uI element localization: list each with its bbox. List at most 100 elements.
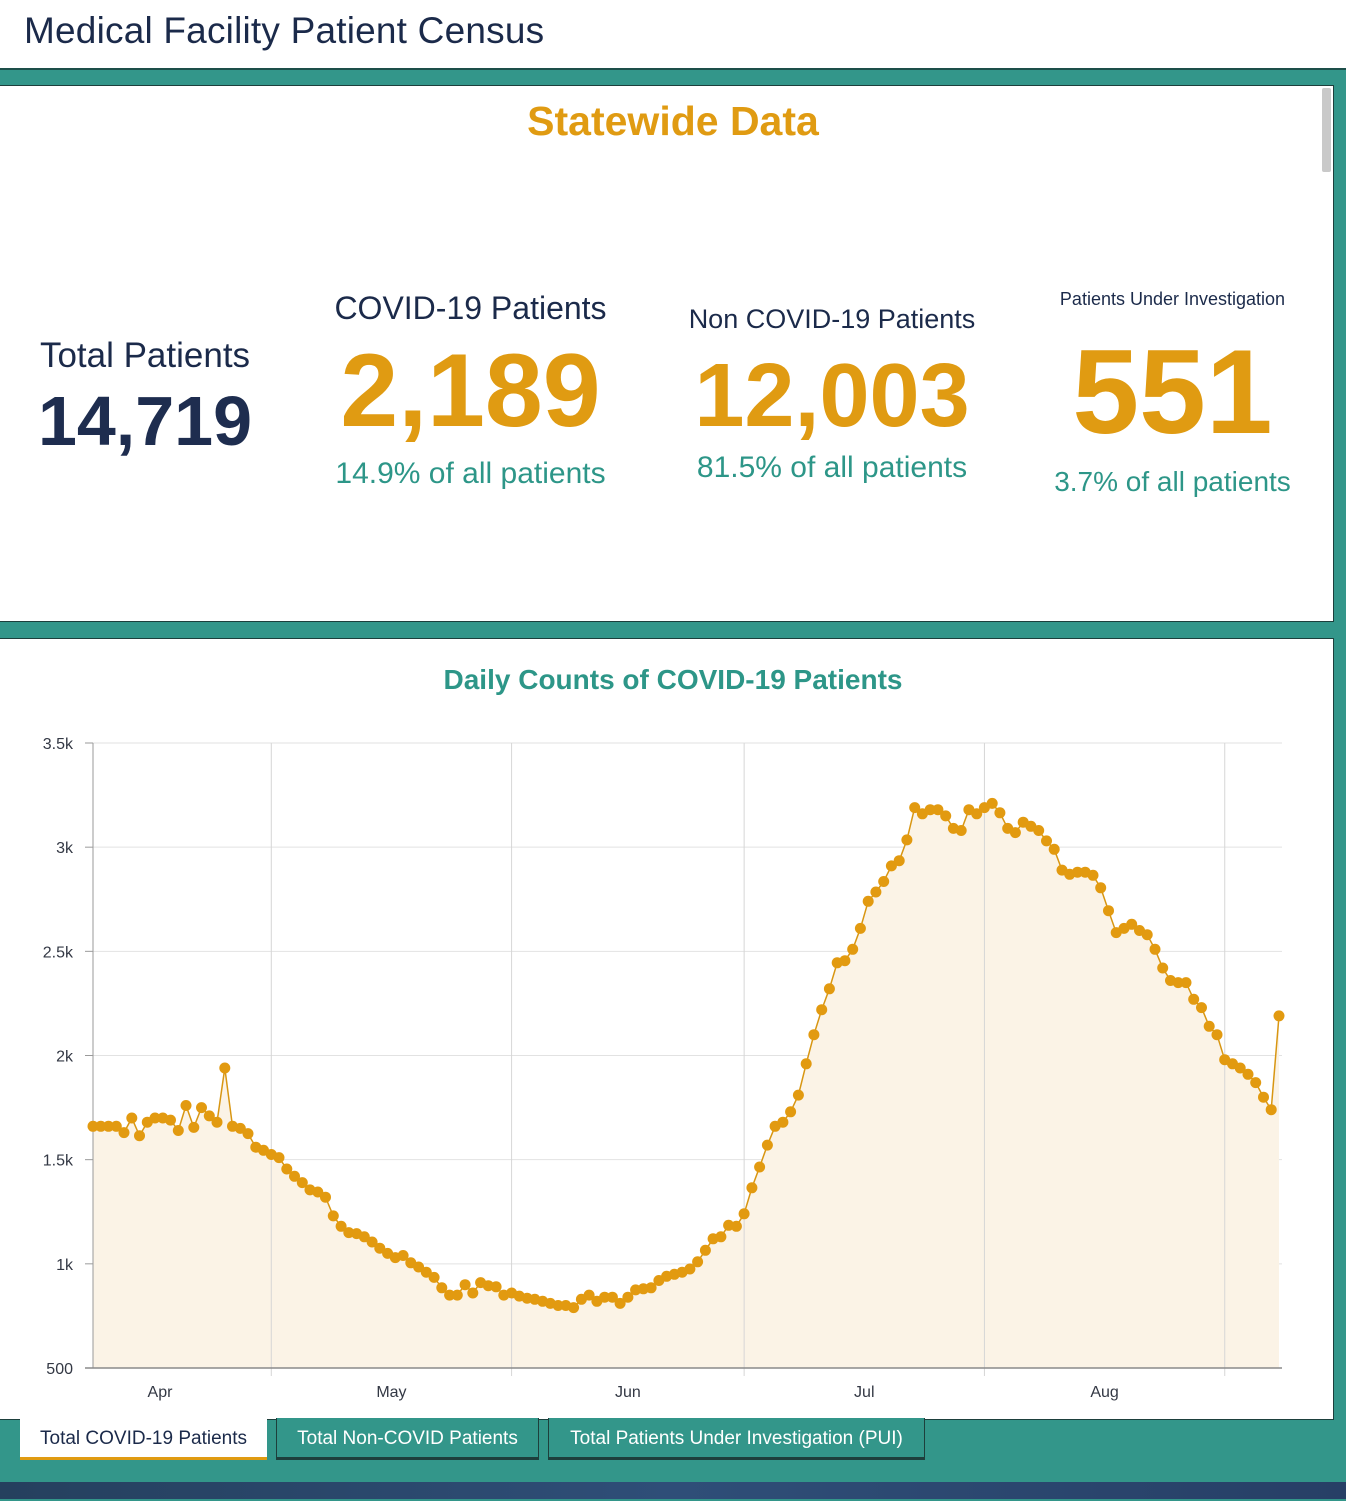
covid-patients-stat: COVID-19 Patients 2,189 14.9% of all pat… xyxy=(318,290,623,491)
data-point xyxy=(1041,835,1052,847)
data-point xyxy=(684,1263,696,1275)
data-point xyxy=(816,1004,828,1016)
y-tick-label: 1.5k xyxy=(43,1153,74,1170)
data-point xyxy=(1234,1062,1246,1074)
non-covid-patients-percent: 81.5% of all patients xyxy=(696,451,968,484)
covid-patients-percent: 14.9% of all patients xyxy=(335,457,606,490)
series-area xyxy=(93,803,1279,1368)
data-point xyxy=(761,1139,773,1151)
data-point xyxy=(823,983,835,995)
data-point xyxy=(126,1112,138,1124)
data-point xyxy=(606,1291,618,1303)
data-point xyxy=(1095,882,1107,894)
total-patients-value: 14,719 xyxy=(37,382,253,460)
pui-patients-value: 551 xyxy=(1072,325,1273,459)
data-point xyxy=(397,1250,409,1261)
tab-total-non-covid[interactable]: Total Non-COVID Patients xyxy=(276,1418,539,1460)
pui-patients-percent: 3.7% of all patients xyxy=(1054,466,1291,497)
data-point xyxy=(234,1122,246,1134)
data-point xyxy=(614,1297,626,1309)
y-tick-label: 2k xyxy=(56,1049,74,1066)
pui-patients-label: Patients Under Investigation xyxy=(1059,289,1286,309)
data-point xyxy=(327,1210,339,1222)
x-tick-label: Jul xyxy=(854,1384,874,1401)
data-point xyxy=(281,1163,293,1175)
data-point xyxy=(1126,918,1138,930)
y-tick-label: 2.5k xyxy=(43,944,74,961)
data-point xyxy=(444,1289,456,1301)
page-title: Medical Facility Patient Census xyxy=(24,10,545,51)
data-point xyxy=(1180,977,1192,989)
data-point xyxy=(994,807,1006,819)
y-tick-label: 1k xyxy=(56,1257,74,1274)
data-point xyxy=(358,1231,370,1243)
data-point xyxy=(1149,943,1161,955)
data-point xyxy=(312,1186,324,1198)
data-point xyxy=(149,1112,161,1124)
data-point xyxy=(1009,827,1021,839)
data-point xyxy=(134,1130,145,1142)
data-point xyxy=(645,1282,657,1294)
data-point xyxy=(87,1120,99,1132)
chart-title: Daily Counts of COVID-19 Patients xyxy=(443,664,903,695)
non-covid-patients-label: Non COVID-19 Patients xyxy=(688,304,976,334)
data-point xyxy=(792,1089,804,1101)
data-point xyxy=(893,855,905,867)
data-point xyxy=(785,1106,797,1118)
data-point xyxy=(436,1282,448,1294)
data-point xyxy=(754,1161,766,1173)
x-tick-label: Jun xyxy=(615,1384,641,1401)
total-patients-stat: Total Patients 14,719 xyxy=(30,336,260,456)
covid-patients-value: 2,189 xyxy=(340,333,601,449)
data-point xyxy=(839,955,851,967)
non-covid-patients-stat: Non COVID-19 Patients 12,003 81.5% of al… xyxy=(678,304,986,485)
data-point xyxy=(203,1110,215,1122)
data-point xyxy=(428,1271,440,1283)
data-point xyxy=(1103,905,1114,917)
data-point xyxy=(808,1029,820,1041)
tab-total-covid[interactable]: Total COVID-19 Patients xyxy=(20,1418,267,1460)
data-point xyxy=(847,943,859,955)
data-point xyxy=(583,1289,595,1301)
data-point xyxy=(1141,929,1153,941)
data-point xyxy=(1072,866,1083,878)
y-tick-label: 3.5k xyxy=(43,736,74,753)
data-point xyxy=(296,1177,308,1189)
daily-counts-chart[interactable]: 500 1k 1.5k 2k 2.5k 3k 3.5k Apr May Jun Jul Aug xyxy=(0,700,1333,1412)
data-point xyxy=(289,1170,300,1182)
data-point xyxy=(211,1116,223,1128)
data-point xyxy=(862,895,874,907)
tab-total-pui[interactable]: Total Patients Under Investigation (PUI) xyxy=(548,1418,925,1460)
x-tick-label: May xyxy=(376,1384,406,1401)
data-point xyxy=(800,1058,812,1070)
data-point xyxy=(366,1236,378,1248)
data-point xyxy=(1172,977,1184,989)
data-point xyxy=(420,1266,432,1278)
data-point xyxy=(219,1062,231,1074)
data-point xyxy=(1203,1020,1215,1032)
data-point xyxy=(196,1102,207,1114)
statewide-data-title: Statewide Data xyxy=(527,98,819,144)
data-point xyxy=(730,1220,742,1232)
data-point xyxy=(940,810,952,822)
data-point xyxy=(1211,1029,1223,1041)
data-point xyxy=(413,1261,425,1273)
data-point xyxy=(692,1256,704,1268)
data-point xyxy=(1157,962,1169,974)
data-point xyxy=(1265,1104,1277,1116)
data-point xyxy=(242,1128,254,1140)
statewide-data-panel xyxy=(0,85,1334,622)
data-point xyxy=(878,876,890,887)
axes xyxy=(85,742,1282,1369)
data-point xyxy=(870,886,882,898)
data-point xyxy=(568,1302,580,1314)
data-point xyxy=(986,797,998,809)
total-patients-label: Total Patients xyxy=(39,336,251,375)
data-point xyxy=(971,808,983,820)
data-point xyxy=(110,1120,122,1132)
data-point xyxy=(738,1208,750,1220)
scrollbar-thumb[interactable] xyxy=(1322,88,1331,172)
data-point xyxy=(103,1120,114,1132)
data-point xyxy=(335,1220,347,1232)
data-point xyxy=(490,1281,502,1293)
